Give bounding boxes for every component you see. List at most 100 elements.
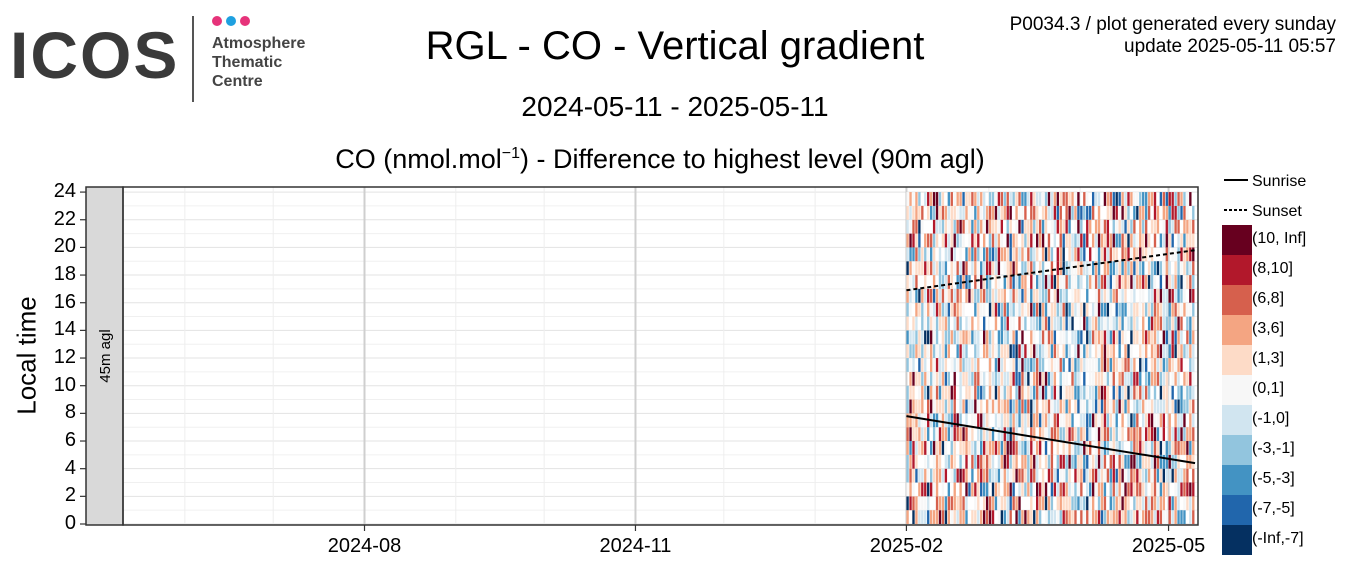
heatmap-cell xyxy=(1153,385,1157,400)
heatmap-cell xyxy=(968,192,971,206)
heatmap-cell xyxy=(1115,413,1118,428)
heatmap-cell xyxy=(1147,454,1151,469)
heatmap-cell xyxy=(1177,192,1180,206)
heatmap-cell xyxy=(1139,371,1142,386)
heatmap-cell xyxy=(1006,219,1009,234)
heatmap-cell xyxy=(1024,454,1027,469)
heatmap-cell xyxy=(1094,275,1098,289)
heatmap-cells xyxy=(906,192,1195,524)
heatmap-cell xyxy=(1050,482,1054,497)
heatmap-cell xyxy=(1077,496,1080,511)
heatmap-cell xyxy=(962,510,965,524)
heatmap-cell xyxy=(965,496,968,511)
heatmap-cell xyxy=(1162,344,1166,359)
heatmap-cell xyxy=(1183,427,1186,442)
heatmap-cell xyxy=(921,219,924,234)
heatmap-cell xyxy=(1124,288,1127,303)
heatmap-cell xyxy=(1047,233,1051,248)
heatmap-cell xyxy=(1171,385,1174,400)
heatmap-cell xyxy=(1021,468,1024,483)
heatmap-cell xyxy=(994,261,998,276)
heatmap-cell xyxy=(985,399,989,414)
heatmap-cell xyxy=(1047,302,1051,317)
legend-bin-label: (1,3] xyxy=(1252,350,1285,367)
heatmap-cell xyxy=(921,261,924,276)
heatmap-cell xyxy=(1097,468,1101,483)
heatmap-cell xyxy=(1000,385,1004,400)
heatmap-cell xyxy=(1171,316,1174,331)
heatmap-cell xyxy=(1056,468,1059,483)
heatmap-cell xyxy=(994,275,998,289)
heatmap-cell xyxy=(1115,454,1118,469)
heatmap-cell xyxy=(921,468,924,483)
heatmap-cell xyxy=(1062,468,1065,483)
heatmap-cell xyxy=(1021,399,1024,414)
heatmap-cell xyxy=(1074,192,1077,206)
heatmap-cell xyxy=(906,233,909,248)
heatmap-cell xyxy=(1106,468,1110,483)
heatmap-cell xyxy=(953,468,956,483)
heatmap-cell xyxy=(1080,233,1083,248)
heatmap-cell xyxy=(1041,413,1045,428)
heatmap-cell xyxy=(1091,482,1095,497)
heatmap-cell xyxy=(1156,482,1160,497)
heatmap-cell xyxy=(909,288,912,303)
heatmap-cell xyxy=(1068,205,1071,220)
heatmap-cell xyxy=(959,330,962,345)
heatmap-cell xyxy=(1094,219,1098,234)
heatmap-cell xyxy=(1012,275,1015,289)
heatmap-cell xyxy=(950,496,953,511)
heatmap-cell xyxy=(1091,468,1095,483)
heatmap-cell xyxy=(1018,192,1021,206)
heatmap-cell xyxy=(1139,510,1142,524)
heatmap-cell xyxy=(1109,482,1112,497)
heatmap-cell xyxy=(1106,275,1110,289)
heatmap-cell xyxy=(962,454,965,469)
heatmap-cell xyxy=(938,288,942,303)
heatmap-cell xyxy=(959,482,962,497)
heatmap-cell xyxy=(1024,247,1027,262)
heatmap-cell xyxy=(1086,385,1089,400)
heatmap-cell xyxy=(1068,399,1071,414)
heatmap-cell xyxy=(1130,288,1133,303)
heatmap-cell xyxy=(929,344,933,359)
heatmap-cell xyxy=(1068,454,1071,469)
heatmap-cell xyxy=(1115,330,1118,345)
heatmap-cell xyxy=(1094,427,1098,442)
heatmap-cell xyxy=(1018,275,1021,289)
heatmap-cell xyxy=(1100,316,1104,331)
heatmap-cell xyxy=(1174,510,1177,524)
heatmap-cell xyxy=(1156,316,1160,331)
heatmap-cell xyxy=(1077,330,1080,345)
heatmap-cell xyxy=(980,427,983,442)
heatmap-cell xyxy=(912,427,915,442)
heatmap-cell xyxy=(980,247,983,262)
heatmap-cell xyxy=(941,468,945,483)
heatmap-cell xyxy=(1124,205,1127,220)
heatmap-cell xyxy=(1091,316,1095,331)
heatmap-cell xyxy=(1094,399,1098,414)
heatmap-cell xyxy=(1112,192,1115,206)
heatmap-cell xyxy=(980,482,983,497)
heatmap-cell xyxy=(927,261,930,276)
heatmap-cell xyxy=(912,399,915,414)
heatmap-cell xyxy=(971,454,974,469)
heatmap-cell xyxy=(1189,371,1192,386)
heatmap-cell xyxy=(1124,385,1127,400)
heatmap-cell xyxy=(1112,358,1115,372)
heatmap-cell xyxy=(909,454,912,469)
heatmap-cell xyxy=(947,192,951,206)
heatmap-cell xyxy=(927,441,930,455)
heatmap-cell xyxy=(1053,192,1057,206)
heatmap-cell xyxy=(927,385,930,400)
heatmap-cell xyxy=(1192,261,1195,276)
heatmap-cell xyxy=(1083,371,1086,386)
heatmap-cell xyxy=(1000,330,1004,345)
heatmap-cell xyxy=(1103,358,1107,372)
heatmap-cell xyxy=(1041,205,1045,220)
heatmap-cell xyxy=(1189,510,1192,524)
heatmap-cell xyxy=(1059,247,1062,262)
heatmap-cell xyxy=(1027,302,1030,317)
heatmap-cell xyxy=(1121,510,1124,524)
